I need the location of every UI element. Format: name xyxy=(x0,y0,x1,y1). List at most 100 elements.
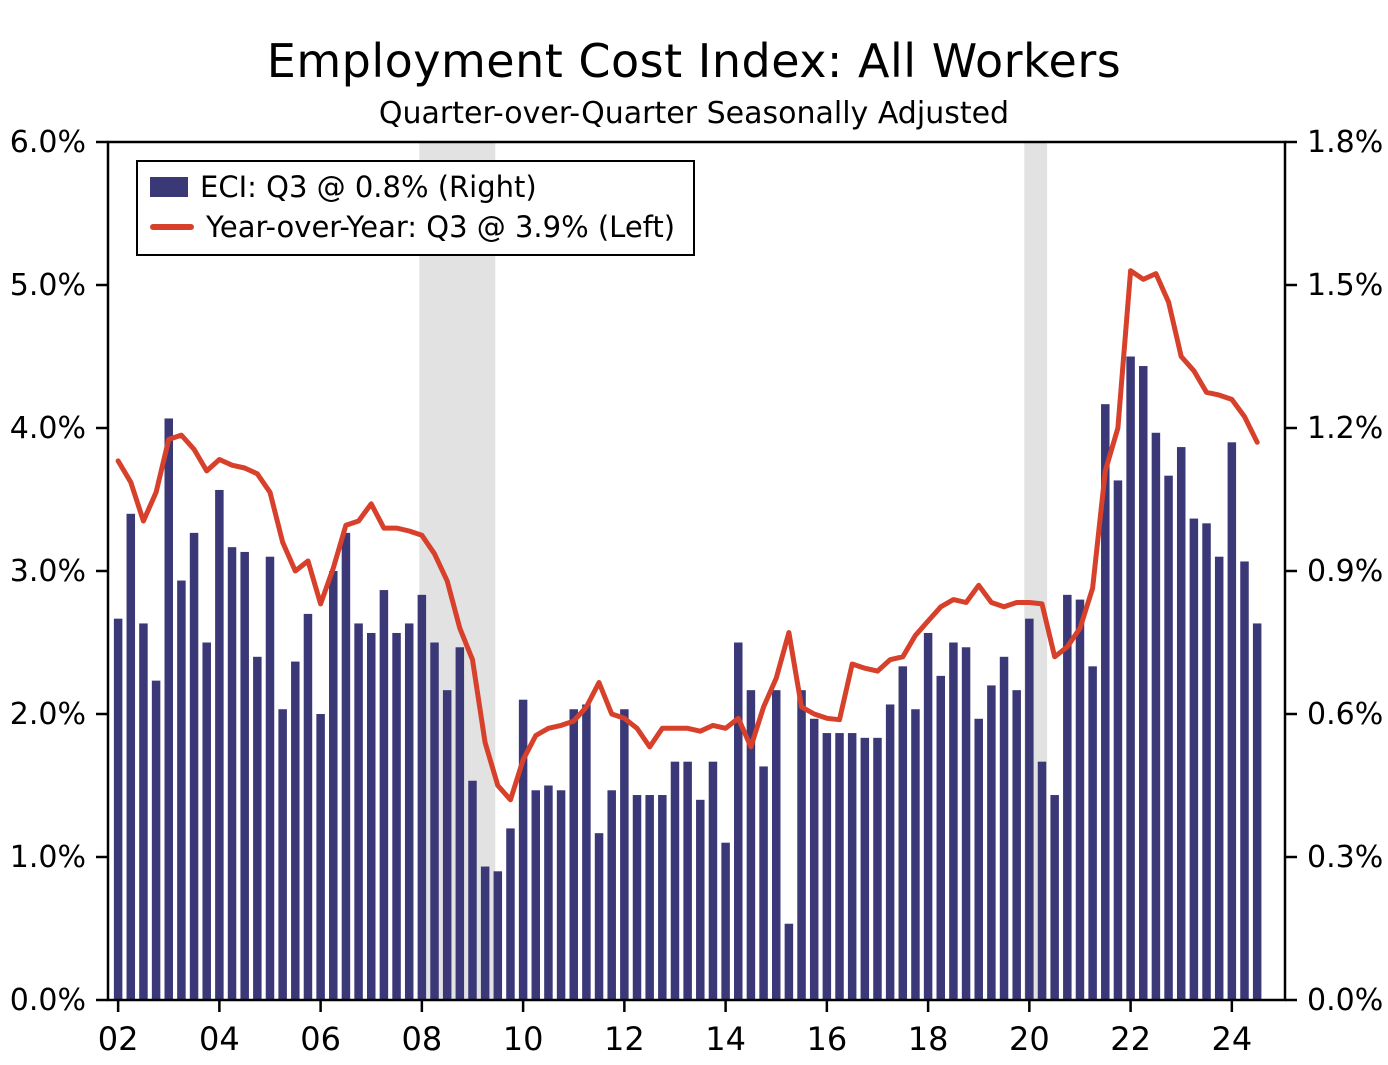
right-axis-tick-label: 1.8% xyxy=(1307,125,1383,160)
right-axis-tick-label: 0.6% xyxy=(1307,697,1383,732)
right-axis-tick-label: 0.9% xyxy=(1307,554,1383,589)
eci-bar xyxy=(835,733,844,1000)
x-axis-tick-label: 24 xyxy=(1211,1020,1252,1058)
x-axis-tick-label: 14 xyxy=(705,1020,746,1058)
yoy-line xyxy=(115,268,1260,803)
eci-bar xyxy=(1227,442,1237,1000)
eci-bar xyxy=(632,795,642,1000)
eci-bar xyxy=(506,828,515,1000)
eci-bar xyxy=(797,690,806,1000)
eci-bar xyxy=(1214,556,1224,1000)
eci-bar xyxy=(696,799,705,1000)
eci-bar xyxy=(1176,447,1186,1001)
eci-bar xyxy=(822,733,832,1000)
left-axis-tick-label: 1.0% xyxy=(10,840,86,875)
eci-bar xyxy=(620,709,629,1000)
legend-item-yoy: Year-over-Year: Q3 @ 3.9% (Left) xyxy=(150,210,675,244)
eci-bar xyxy=(126,513,136,1000)
eci-bar xyxy=(847,733,857,1000)
eci-bar xyxy=(1037,761,1047,1000)
left-axis-tick-label: 6.0% xyxy=(10,125,86,160)
legend-item-yoy-label: Year-over-Year: Q3 @ 3.9% (Left) xyxy=(206,210,676,244)
x-axis-tick-label: 20 xyxy=(1009,1020,1050,1058)
eci-bar-swatch-icon xyxy=(150,177,188,197)
eci-bar xyxy=(670,761,680,1000)
eci-bar xyxy=(455,647,465,1000)
eci-bar xyxy=(1126,356,1135,1000)
eci-bar xyxy=(911,709,920,1000)
eci-bar xyxy=(253,656,262,1000)
x-axis-tick-label: 18 xyxy=(908,1020,949,1058)
eci-bar xyxy=(1101,404,1110,1001)
left-axis-tick-label: 2.0% xyxy=(10,697,86,732)
eci-bar xyxy=(392,632,401,1000)
eci-bar xyxy=(227,547,237,1000)
eci-bar xyxy=(860,737,870,1000)
eci-bar xyxy=(518,699,528,1000)
eci-bar xyxy=(1025,618,1034,1000)
eci-bar xyxy=(594,833,604,1000)
eci-bar xyxy=(1240,561,1249,1000)
eci-bar xyxy=(480,866,490,1000)
eci-bar xyxy=(354,623,363,1000)
eci-bar xyxy=(1252,623,1262,1000)
eci-bar xyxy=(974,718,983,1000)
eci-bar xyxy=(1189,518,1199,1000)
eci-bar xyxy=(645,795,654,1000)
x-axis-tick-label: 22 xyxy=(1110,1020,1151,1058)
left-axis-tick-label: 3.0% xyxy=(10,554,86,589)
eci-bar xyxy=(417,594,427,1000)
eci-bar xyxy=(1151,432,1161,1000)
eci-bar xyxy=(1202,523,1211,1000)
eci-bar xyxy=(607,790,616,1000)
eci-bar xyxy=(721,842,730,1000)
eci-bar xyxy=(139,623,148,1000)
eci-bar xyxy=(809,718,819,1000)
right-axis-tick-label: 0.3% xyxy=(1307,840,1383,875)
eci-bar xyxy=(442,690,452,1000)
eci-bar xyxy=(898,666,908,1000)
eci-bar xyxy=(329,571,338,1000)
eci-bar xyxy=(379,590,389,1000)
eci-bar xyxy=(531,790,541,1000)
eci-bar xyxy=(1113,480,1123,1000)
chart-subtitle: Quarter-over-Quarter Seasonally Adjusted xyxy=(378,96,1010,131)
eci-bar xyxy=(1012,690,1021,1000)
eci-bar xyxy=(1088,666,1097,1000)
eci-bar xyxy=(291,661,300,1000)
right-axis-tick-label: 0.0% xyxy=(1307,983,1383,1018)
eci-bar xyxy=(493,871,503,1000)
legend-item-eci-label: ECI: Q3 @ 0.8% (Right) xyxy=(200,170,537,204)
eci-bar xyxy=(404,623,414,1000)
eci-bar xyxy=(582,704,591,1000)
legend-item-eci: ECI: Q3 @ 0.8% (Right) xyxy=(150,170,675,204)
right-axis-tick-label: 1.5% xyxy=(1307,268,1383,303)
eci-bar xyxy=(177,580,186,1000)
eci-bar xyxy=(1063,594,1072,1000)
eci-bar xyxy=(746,690,756,1000)
eci-bar xyxy=(936,675,946,1000)
eci-bar xyxy=(923,632,933,1000)
x-axis-tick-label: 04 xyxy=(199,1020,240,1058)
eci-bar xyxy=(164,418,173,1000)
eci-bar xyxy=(569,709,578,1000)
eci-bar xyxy=(113,618,123,1000)
x-axis-tick-label: 06 xyxy=(300,1020,341,1058)
eci-bar xyxy=(987,685,996,1000)
x-axis-tick-label: 16 xyxy=(806,1020,847,1058)
eci-bar xyxy=(949,642,958,1000)
eci-bar xyxy=(189,532,199,1000)
x-axis-tick-label: 10 xyxy=(503,1020,544,1058)
x-axis-tick-label: 12 xyxy=(604,1020,645,1058)
yoy-line-swatch-icon xyxy=(150,224,194,230)
eci-bar xyxy=(544,785,553,1000)
left-axis-tick-label: 5.0% xyxy=(10,268,86,303)
eci-bar xyxy=(999,656,1009,1000)
eci-bar xyxy=(366,632,376,1000)
eci-bar xyxy=(759,766,768,1000)
eci-bar xyxy=(873,737,882,1000)
eci-bar xyxy=(265,556,275,1000)
eci-bar xyxy=(202,642,211,1000)
